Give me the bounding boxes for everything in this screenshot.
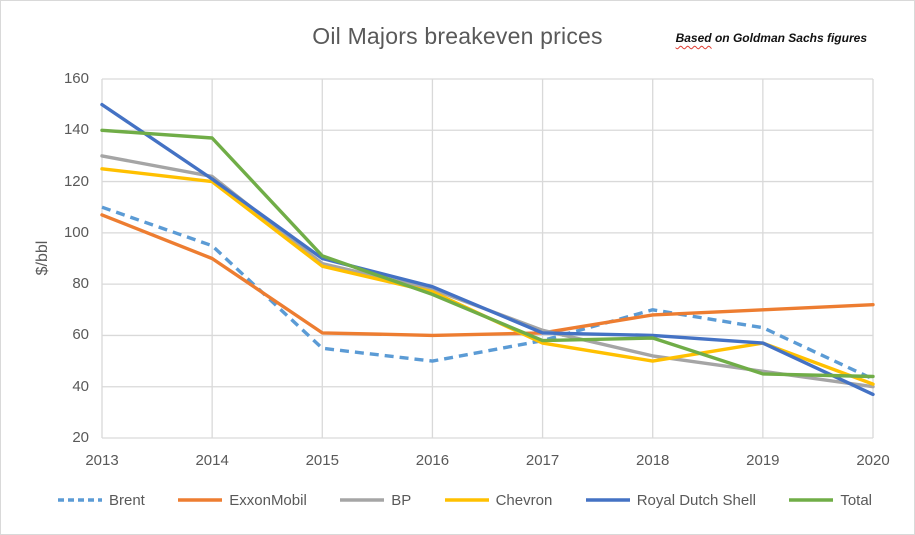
legend-label: Brent (109, 491, 145, 509)
legend-item-chevron: Chevron (444, 491, 553, 509)
legend-swatch-line (58, 498, 102, 502)
legend-swatch-line (178, 498, 223, 502)
x-tick-label: 2017 (525, 452, 560, 469)
x-tick-label: 2020 (856, 452, 890, 469)
y-tick-label: 20 (72, 429, 89, 446)
x-tick-label: 2018 (636, 452, 670, 469)
chart-title: Oil Majors breakeven prices (312, 23, 603, 49)
y-tick-label: 40 (72, 377, 89, 395)
series-line-bp (100, 154, 875, 389)
legend-label: BP (391, 491, 412, 509)
legend-label: Royal Dutch Shell (636, 491, 756, 509)
series-line-exxonmobil (100, 213, 875, 338)
legend-item-exxonmobil: ExxonMobil (178, 492, 307, 509)
y-tick-label: 140 (63, 121, 89, 139)
y-tick-label: 160 (63, 70, 89, 87)
y-tick-label: 60 (72, 326, 89, 344)
series-line-royal-dutch-shell (100, 102, 875, 397)
y-tick-label: 80 (72, 275, 89, 293)
legend-item-brent: Brent (58, 492, 145, 509)
source-note-misspelled-word: Based (675, 31, 712, 45)
y-tick-label: 120 (63, 172, 89, 190)
legend-item-royal-dutch-shell: Royal Dutch Shell (585, 491, 756, 509)
x-tick-label: 2013 (85, 452, 119, 469)
series-line-chevron (100, 167, 875, 386)
x-tick-label: 2016 (415, 452, 450, 469)
legend-swatch-line (444, 498, 489, 502)
x-tick-label: 2015 (305, 452, 339, 469)
series-line-brent (101, 205, 874, 381)
source-note-rest: on Goldman Sachs figures (711, 31, 867, 45)
legend-swatch-line (340, 498, 385, 502)
legend-label: Chevron (495, 491, 553, 509)
legend: Brent ExxonMobil BP Chevron Royal Dutch Shel… (58, 489, 872, 511)
x-tick-label: 2014 (195, 452, 229, 469)
x-tick-label: 2019 (746, 452, 780, 469)
legend-label: ExxonMobil (229, 491, 307, 509)
y-tick-label: 100 (63, 223, 89, 241)
legend-swatch-line (789, 498, 834, 502)
legend-swatch-line (585, 498, 630, 502)
legend-label: Total (840, 491, 872, 509)
source-note: Based on Goldman Sachs figures (676, 31, 867, 45)
series-line-total (100, 128, 875, 379)
legend-item-total: Total (789, 492, 872, 509)
legend-item-bp: BP (340, 492, 411, 509)
